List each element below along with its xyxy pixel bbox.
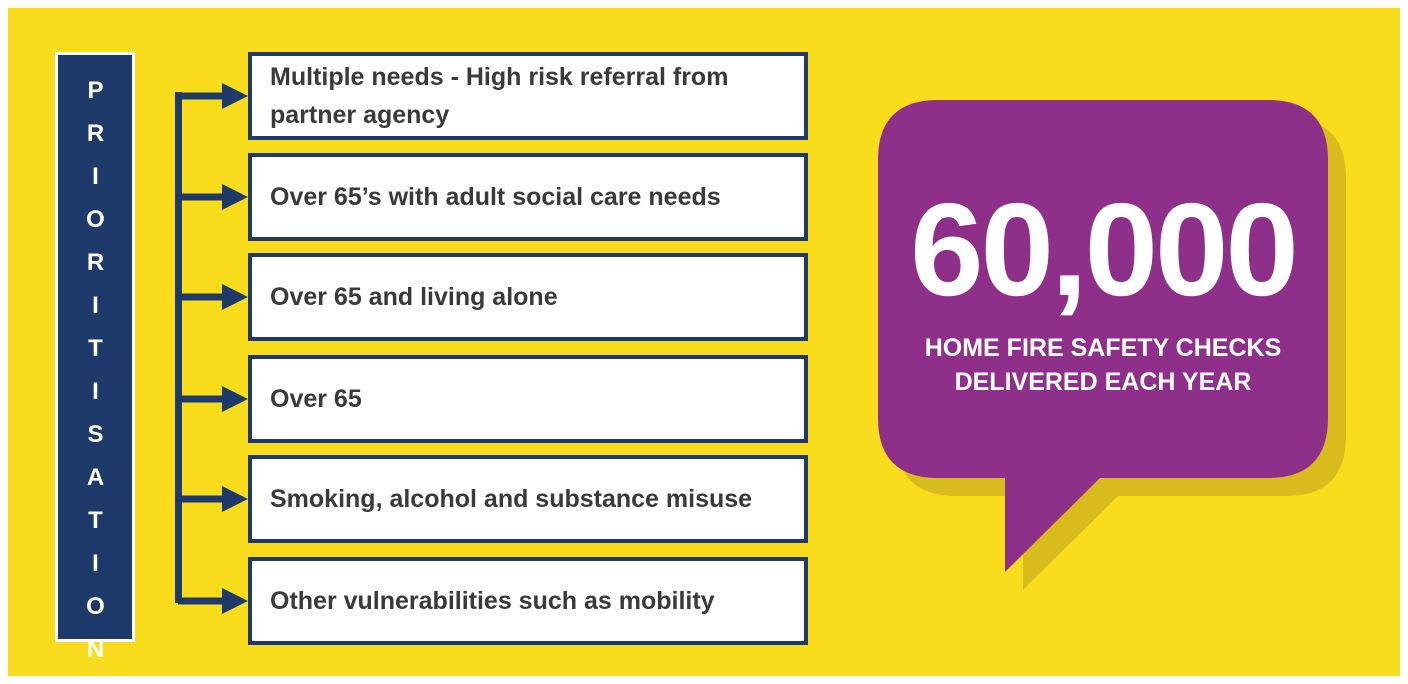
item-box: Multiple needs - High risk referral from… [248, 52, 808, 140]
arrow-line [178, 293, 226, 301]
speech-bubble [878, 100, 1328, 572]
item-box: Over 65 and living alone [248, 253, 808, 341]
item-text: Multiple needs - High risk referral from… [270, 63, 729, 129]
item-text: Over 65 and living alone [270, 283, 558, 311]
item-text: Other vulnerabilities such as mobility [270, 587, 715, 615]
sidebar-label: PRIORITISATION [82, 77, 109, 679]
arrows [178, 83, 248, 614]
arrow-line [178, 395, 226, 403]
arrow-head [222, 386, 248, 412]
sidebar: PRIORITISATION [55, 52, 135, 679]
arrow-line [178, 92, 226, 100]
arrow-line [178, 495, 226, 503]
item-text: Smoking, alcohol and substance misuse [270, 485, 753, 513]
item-box: Over 65 [248, 355, 808, 443]
arrow-head [222, 83, 248, 109]
callout-number: 60,000 [910, 176, 1299, 323]
callout-caption: DELIVERED EACH YEAR [954, 368, 1252, 396]
item-box: Over 65’s with adult social care needs [248, 153, 808, 241]
item-box: Other vulnerabilities such as mobility [248, 557, 808, 645]
arrow-line [178, 193, 226, 201]
arrow-head [222, 486, 248, 512]
arrow-head [222, 284, 248, 310]
item-text: Over 65 [270, 385, 362, 413]
connectors [175, 83, 248, 614]
connector-line [175, 92, 182, 603]
arrow-line [178, 597, 226, 605]
arrow-head [222, 184, 248, 210]
item-text: Over 65’s with adult social care needs [270, 183, 721, 211]
arrow-head [222, 588, 248, 614]
item-box: Smoking, alcohol and substance misuse [248, 455, 808, 543]
callout-caption: HOME FIRE SAFETY CHECKS [924, 334, 1282, 362]
